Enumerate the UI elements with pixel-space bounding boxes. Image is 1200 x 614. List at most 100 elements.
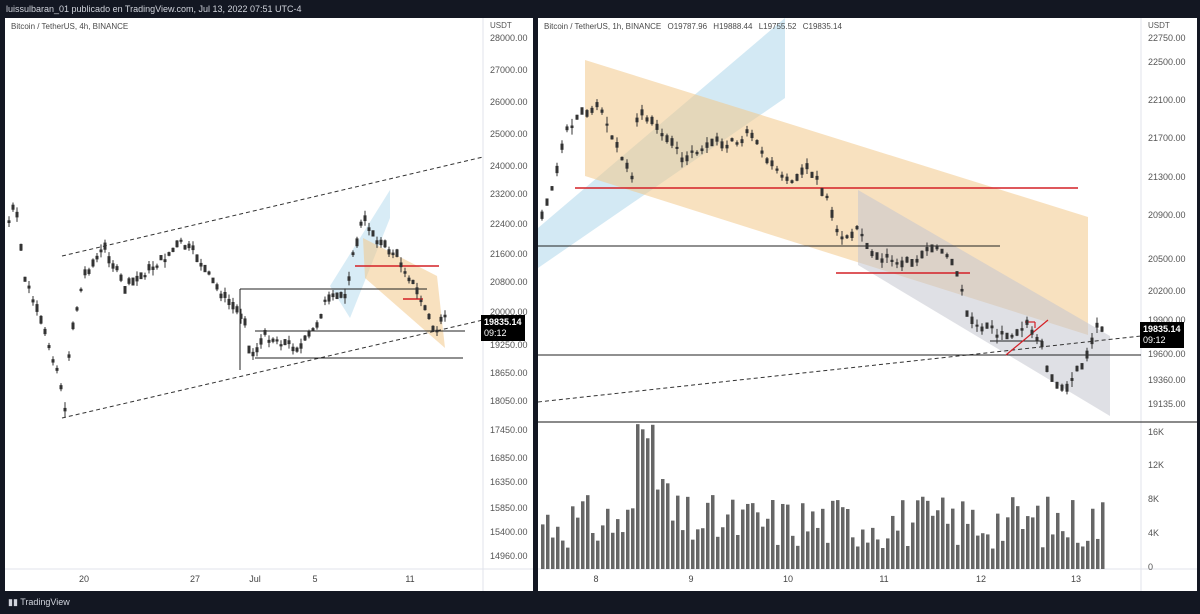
candle-body: [375, 240, 379, 245]
left-x-tick: 20: [79, 574, 89, 584]
right-red-trend: [1005, 319, 1049, 356]
volume-bar: [1051, 534, 1055, 569]
candle-body: [111, 263, 115, 269]
volume-bar: [1071, 500, 1075, 569]
ohlc-high: H19888.44: [713, 22, 753, 31]
candle-body: [770, 160, 774, 167]
candle-body: [865, 242, 869, 250]
candle-body: [775, 168, 779, 171]
left-y-tick: 21600.00: [490, 249, 528, 259]
candle-body: [725, 144, 729, 149]
candle-body: [735, 142, 739, 145]
candle-body: [1045, 365, 1049, 372]
right-chart-panel[interactable]: Bitcoin / TetherUS, 1h, BINANCE O19787.9…: [538, 18, 1197, 591]
volume-bar: [541, 524, 545, 569]
candle-body: [955, 271, 959, 277]
volume-bar: [976, 535, 980, 569]
right-y-tick: 22750.00: [1148, 33, 1186, 43]
candle-body: [1065, 383, 1069, 392]
tradingview-logo[interactable]: ▮▮ TradingView: [8, 597, 70, 608]
candle-body: [431, 325, 435, 332]
volume-bar: [731, 499, 735, 569]
candle-body: [1010, 334, 1014, 338]
candle-body: [59, 385, 63, 390]
candle-body: [39, 315, 43, 324]
volume-bar: [1031, 517, 1035, 569]
candle-body: [179, 239, 183, 242]
volume-bar: [681, 530, 685, 569]
right-candles: [540, 99, 1104, 395]
left-chart-canvas[interactable]: USDT 28000.00 27000.00 26000.00 25000.00 240…: [5, 18, 533, 591]
candle-body: [239, 313, 243, 319]
right-y-tick: 22500.00: [1148, 57, 1186, 67]
left-y-tick: 22400.00: [490, 219, 528, 229]
candle-body: [267, 339, 271, 343]
candle-body: [307, 331, 311, 337]
candle-body: [1025, 319, 1029, 325]
volume-bar: [866, 542, 870, 569]
candle-body: [363, 215, 367, 222]
volume-bar: [941, 497, 945, 569]
candle-body: [675, 146, 679, 149]
volume-bar: [656, 489, 660, 569]
left-upper-trendline: [61, 156, 484, 257]
candle-body: [127, 278, 131, 284]
candle-body: [395, 249, 399, 257]
candle-body: [795, 173, 799, 181]
candle-body: [67, 354, 71, 358]
volume-bar: [1091, 508, 1095, 569]
candle-body: [840, 236, 844, 240]
candle-body: [315, 322, 319, 328]
volume-bar: [746, 503, 750, 569]
candle-body: [383, 240, 387, 248]
right-chart-canvas[interactable]: USDT 22750.00 22500.00 22100.00 21700.00 213…: [538, 18, 1197, 591]
volume-bar: [1061, 531, 1065, 569]
right-symbol-label: Bitcoin / TetherUS, 1h, BINANCE: [544, 22, 662, 31]
candle-body: [835, 228, 839, 233]
volume-bar: [741, 509, 745, 569]
candle-body: [855, 226, 859, 230]
candle-body: [755, 140, 759, 145]
volume-bar: [826, 542, 830, 569]
volume-bar: [911, 522, 915, 569]
candle-body: [283, 339, 287, 346]
candle-body: [131, 277, 135, 286]
candle-body: [730, 138, 734, 142]
candle-body: [155, 265, 159, 268]
candle-body: [1015, 329, 1019, 336]
candle-body: [371, 230, 375, 237]
candle-body: [550, 186, 554, 191]
volume-tick: 12K: [1148, 460, 1164, 470]
right-y-tick: 20500.00: [1148, 254, 1186, 264]
right-y-tick: 21300.00: [1148, 172, 1186, 182]
right-countdown: 09:12: [1143, 335, 1166, 345]
volume-bar: [671, 520, 675, 569]
volume-bar: [756, 512, 760, 569]
right-x-tick: 10: [783, 574, 793, 584]
candle-body: [23, 276, 27, 282]
left-chart-panel[interactable]: Bitcoin / TetherUS, 4h, BINANCE USDT 280…: [5, 18, 533, 591]
candle-body: [610, 135, 614, 140]
candle-body: [19, 243, 23, 251]
candle-body: [570, 125, 574, 129]
candle-body: [890, 259, 894, 262]
volume-bar: [1036, 505, 1040, 569]
volume-tick: 4K: [1148, 528, 1159, 538]
candle-body: [275, 339, 279, 342]
candle-body: [119, 274, 123, 281]
candle-body: [1000, 331, 1004, 335]
right-x-tick: 13: [1071, 574, 1081, 584]
volume-bar: [881, 548, 885, 569]
volume-bar: [661, 479, 665, 569]
candle-body: [1005, 332, 1009, 340]
candle-body: [399, 262, 403, 268]
candle-body: [880, 258, 884, 263]
candle-body: [79, 288, 83, 292]
candle-body: [660, 133, 664, 137]
candle-body: [690, 150, 694, 153]
candle-body: [930, 244, 934, 253]
candle-body: [259, 338, 263, 345]
right-y-axis: 22750.00 22500.00 22100.00 21700.00 21300.00…: [1148, 33, 1186, 409]
candle-body: [585, 110, 589, 117]
candle-body: [291, 346, 295, 352]
